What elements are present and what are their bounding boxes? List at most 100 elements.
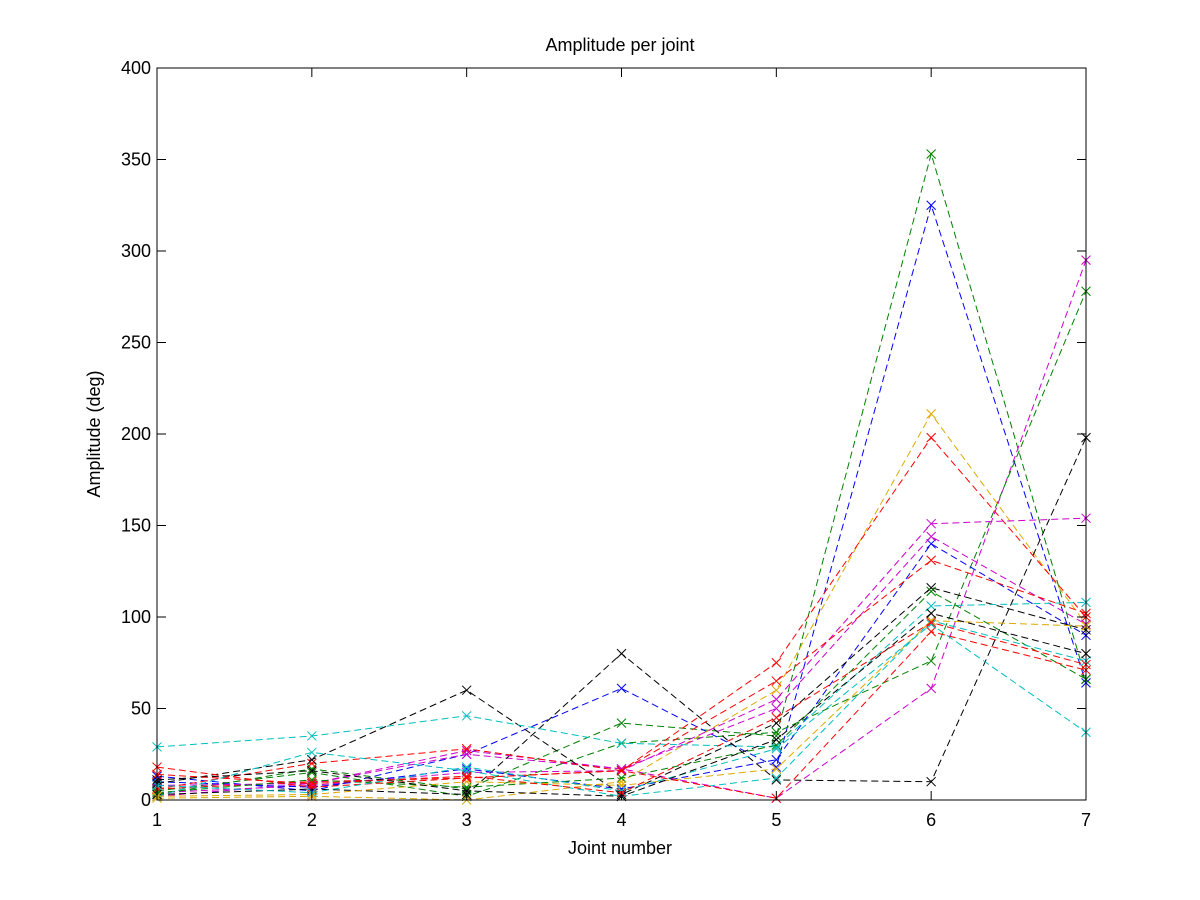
data-point-marker <box>771 712 782 723</box>
data-point-marker <box>461 745 472 756</box>
data-point-marker <box>616 764 627 774</box>
x-tick-label: 5 <box>771 810 781 830</box>
data-point-marker <box>926 656 937 666</box>
y-tick-label: 200 <box>121 424 151 444</box>
data-point-marker <box>616 773 627 783</box>
data-point-marker <box>926 683 937 694</box>
data-point-marker <box>926 538 937 549</box>
y-tick-label: 150 <box>121 516 151 536</box>
axes-box <box>156 67 1087 801</box>
data-point-marker <box>461 710 472 721</box>
series-line <box>156 535 1087 786</box>
data-point-marker <box>461 685 472 696</box>
series-8 <box>152 513 1091 798</box>
data-point-marker <box>461 743 472 754</box>
data-point-marker <box>306 765 317 776</box>
data-point-marker <box>926 776 937 787</box>
data-point-marker <box>771 676 782 686</box>
series-line <box>156 259 1087 799</box>
data-point-marker <box>461 762 472 772</box>
data-point-marker <box>926 582 937 593</box>
series-15 <box>152 615 1091 802</box>
series-10 <box>152 531 1091 791</box>
series-line <box>156 152 1087 795</box>
y-tick-label: 250 <box>121 333 151 353</box>
series-line <box>156 623 1087 794</box>
series-11 <box>152 555 1091 794</box>
x-tick-label: 4 <box>616 810 626 830</box>
y-tick-label: 350 <box>121 150 151 170</box>
y-tick-label: 50 <box>131 699 151 719</box>
series-line <box>156 517 1087 794</box>
data-point-marker <box>926 617 937 628</box>
x-tick-label: 2 <box>307 810 317 830</box>
data-point-marker <box>926 619 937 630</box>
data-point-marker <box>926 531 937 542</box>
series-line <box>156 291 1087 797</box>
data-point-marker <box>616 683 627 694</box>
data-point-marker <box>926 518 937 529</box>
data-point-marker <box>926 586 937 597</box>
data-point-marker <box>306 758 317 769</box>
data-point-marker <box>306 754 317 765</box>
data-point-marker <box>771 754 782 765</box>
series-layer <box>152 149 1091 805</box>
x-tick-label: 6 <box>926 810 936 830</box>
data-point-marker <box>771 734 782 745</box>
y-axis-label: Amplitude (deg) <box>84 370 104 497</box>
data-point-marker <box>771 694 782 705</box>
x-tick-label: 3 <box>462 810 472 830</box>
data-point-marker <box>771 727 782 738</box>
series-line <box>156 437 1087 796</box>
data-point-marker <box>926 601 937 611</box>
series-5 <box>152 409 1091 805</box>
chart-title: Amplitude per joint <box>545 35 694 55</box>
data-point-marker <box>461 771 472 782</box>
data-point-marker <box>306 731 317 741</box>
data-point-marker <box>926 626 937 637</box>
data-point-marker <box>616 718 627 728</box>
data-point-marker <box>771 703 782 714</box>
series-3 <box>152 255 1091 804</box>
y-tick-label: 100 <box>121 607 151 627</box>
series-9 <box>152 538 1091 794</box>
data-point-marker <box>461 773 472 783</box>
y-tick-label: 400 <box>121 58 151 78</box>
series-2 <box>152 200 1091 796</box>
data-point-marker <box>616 648 627 659</box>
data-point-marker <box>926 615 937 626</box>
data-point-marker <box>926 149 937 159</box>
data-point-marker <box>771 762 782 772</box>
data-point-marker <box>771 743 782 754</box>
series-line <box>156 412 1087 801</box>
series-line <box>156 203 1087 792</box>
y-tick-label: 0 <box>141 790 151 810</box>
series-line <box>156 436 1087 790</box>
series-1 <box>152 149 1091 800</box>
data-point-marker <box>616 738 627 749</box>
data-point-marker <box>771 685 782 696</box>
data-point-marker <box>771 657 782 668</box>
data-point-marker <box>926 555 937 566</box>
data-point-marker <box>771 775 782 785</box>
data-point-marker <box>926 409 937 419</box>
data-point-marker <box>771 764 782 774</box>
series-line <box>156 631 1087 799</box>
series-line <box>156 543 1087 790</box>
series-6 <box>152 432 1091 794</box>
series-line <box>156 587 1087 796</box>
series-line <box>156 559 1087 790</box>
x-tick-label: 7 <box>1081 810 1091 830</box>
x-tick-label: 1 <box>152 810 162 830</box>
data-point-marker <box>461 785 472 796</box>
x-axis-label: Joint number <box>568 838 672 858</box>
series-line <box>156 621 1087 794</box>
data-point-marker <box>306 767 317 778</box>
data-point-marker <box>926 608 937 619</box>
tick-layer: 1 2 3 4 5 6 7 0 50 100 150 200 250 300 350 400 <box>121 58 1091 830</box>
data-point-marker <box>771 773 782 783</box>
data-point-marker <box>306 778 317 789</box>
data-point-marker <box>771 742 782 752</box>
y-tick-label: 300 <box>121 241 151 261</box>
